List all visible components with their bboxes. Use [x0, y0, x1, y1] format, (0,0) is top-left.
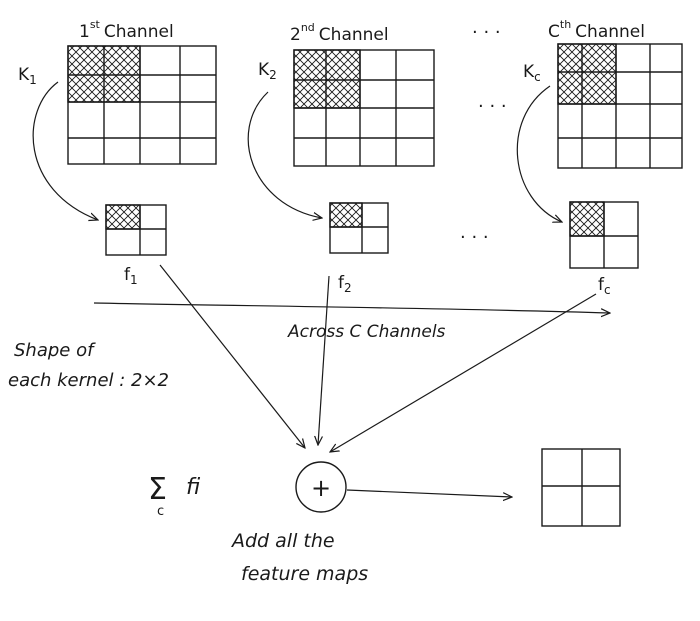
plus-sign: +	[311, 474, 331, 502]
kernel-c-label: Kc	[523, 62, 541, 84]
channel-c-kernel-window	[557, 43, 617, 105]
channel-2-input-grid	[293, 49, 435, 167]
feature-1-label: f1	[124, 265, 138, 287]
channel-1-title: 1st Channel	[79, 18, 174, 42]
channel-2: 2nd Channel K2 f2	[247, 21, 435, 295]
channel-c-title: Cth Channel	[548, 18, 645, 42]
across-channels-arrow	[93, 302, 610, 313]
feature-map-2-output-cell	[329, 202, 363, 228]
feature-map-c	[569, 201, 639, 269]
channel-2-kernel-window	[293, 49, 361, 109]
sum-term: fi	[186, 475, 201, 500]
channel-2-title: 2nd Channel	[290, 21, 389, 45]
kernel-2-label: K2	[258, 60, 277, 82]
f2-to-sum-arrow	[318, 275, 330, 445]
across-channels-label: Across C Channels	[287, 322, 446, 342]
ellipsis-top: · · ·	[472, 22, 501, 43]
ellipsis-middle: · · ·	[478, 96, 507, 117]
channel-1-input-grid	[67, 45, 217, 165]
kernel-shape-note-line1: Shape of	[14, 340, 96, 361]
kernel-1-arrow	[32, 81, 98, 220]
add-caption-line1: Add all the	[230, 530, 335, 552]
channel-c: Cth Channel Kc fc	[516, 18, 683, 297]
summation-formula: Σ c fi	[148, 472, 201, 519]
feature-map-1-output-cell	[105, 204, 141, 230]
sum-node: +	[295, 461, 347, 513]
sum-to-output-arrow	[346, 489, 512, 497]
f1-to-sum-arrow	[159, 264, 305, 448]
feature-map-1	[105, 204, 167, 256]
output-feature-map	[541, 448, 621, 527]
kernel-shape-note-line2: each kernel : 2×2	[8, 370, 169, 391]
sum-symbol: Σ	[148, 472, 167, 507]
kernel-2-arrow	[247, 91, 322, 218]
kernel-1-label: K1	[18, 65, 37, 87]
add-caption-line2: feature maps	[241, 563, 368, 585]
ellipsis-bottom: · · ·	[460, 227, 489, 248]
feature-map-2	[329, 202, 389, 254]
fc-to-sum-arrow	[330, 293, 597, 452]
feature-map-c-output-cell	[569, 201, 605, 237]
feature-2-label: f2	[338, 273, 352, 295]
sum-subscript: c	[157, 504, 164, 519]
channel-1: 1st Channel K1 f1	[18, 18, 217, 287]
feature-c-label: fc	[598, 275, 611, 297]
kernel-c-arrow	[516, 85, 562, 222]
channel-c-input-grid	[557, 43, 683, 169]
